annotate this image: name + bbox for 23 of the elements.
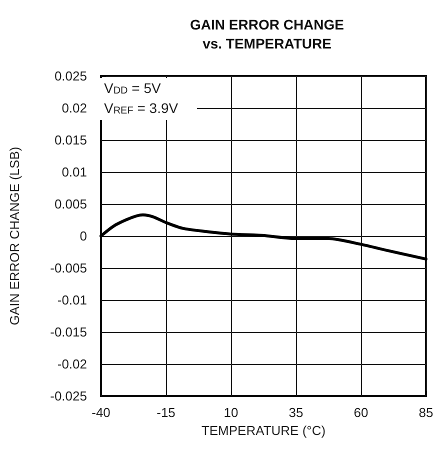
annotation: VREF = 3.9V bbox=[104, 100, 179, 116]
line-series bbox=[100, 213, 428, 261]
y-tick-label: -0.01 bbox=[57, 292, 87, 308]
y-tick-label: -0.02 bbox=[57, 356, 87, 372]
y-tick-label: 0.005 bbox=[54, 196, 87, 212]
y-tick-label: 0 bbox=[80, 228, 87, 244]
x-tick-label: 35 bbox=[288, 405, 304, 420]
y-tick-label: 0.01 bbox=[62, 164, 87, 180]
y-axis-title: GAIN ERROR CHANGE (LSB) bbox=[7, 146, 22, 326]
x-axis-title: TEMPERATURE (°C) bbox=[201, 423, 326, 438]
y-tick-label: -0.025 bbox=[50, 388, 87, 404]
annotation: VDD = 5V bbox=[104, 80, 162, 96]
y-tick-label: -0.015 bbox=[50, 324, 87, 340]
y-tick-label: 0.015 bbox=[54, 132, 87, 148]
x-tick-label: 85 bbox=[418, 405, 434, 420]
x-tick-label: 60 bbox=[354, 405, 368, 420]
x-tick-label: -15 bbox=[156, 405, 176, 420]
y-tick-label: 0.025 bbox=[54, 68, 87, 84]
x-tick-label: 10 bbox=[224, 405, 238, 420]
y-tick-label: 0.02 bbox=[62, 100, 87, 116]
x-tick-label: -40 bbox=[92, 405, 110, 420]
chart-title: GAIN ERROR CHANGE vs. TEMPERATURE bbox=[190, 16, 344, 52]
y-tick-label: -0.005 bbox=[50, 260, 87, 276]
